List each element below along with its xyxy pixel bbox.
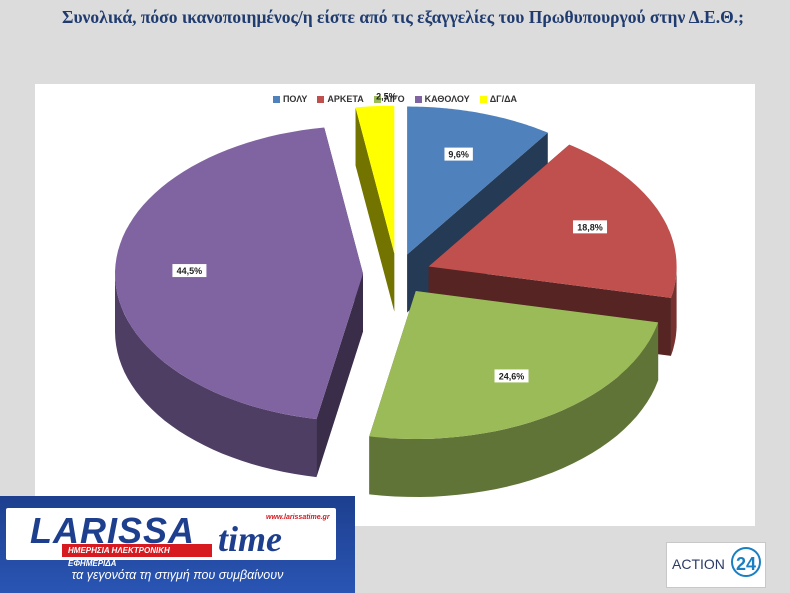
logo-word-time: time xyxy=(218,519,282,559)
legend-item: ΔΓ/ΔΑ xyxy=(479,94,518,104)
data-label-text: 9,6% xyxy=(448,150,469,160)
pie-tops xyxy=(115,105,677,439)
data-label-text: 18,8% xyxy=(577,222,603,232)
slice-top-ΚΑΘΟΛΟΥ xyxy=(115,127,364,420)
data-label-text: 24,6% xyxy=(499,371,525,381)
legend-item: ΠΟΛΥ xyxy=(272,94,308,104)
slice-side xyxy=(671,266,677,356)
slice-side xyxy=(369,322,659,497)
slice-wall xyxy=(355,107,395,312)
legend-swatch xyxy=(414,95,422,103)
legend-label: ΚΑΘΟΛΟΥ xyxy=(424,94,470,104)
legend-label: ΠΟΛΥ xyxy=(282,94,308,104)
slice-wall xyxy=(316,273,364,478)
larissa-time-logo: LARISSA time www.larissatime.gr ΗΜΕΡΗΣΙΑ… xyxy=(0,496,355,593)
legend-label: ΛΙΓΟ xyxy=(383,94,405,104)
data-label: 2,5% xyxy=(376,92,397,102)
data-label-bg xyxy=(494,369,529,383)
legend-swatch xyxy=(272,95,280,103)
logo-slogan: τα γεγονότα τη στιγμή που συμβαίνουν xyxy=(71,568,284,582)
logo-url: www.larissatime.gr xyxy=(266,514,330,521)
legend-swatch xyxy=(317,95,325,103)
chart-title: Συνολικά, πόσο ικανοποιημένος/η είστε απ… xyxy=(62,7,744,27)
legend-swatch xyxy=(479,95,487,103)
legend-item: ΑΡΚΕΤΑ xyxy=(317,94,364,104)
slice-side xyxy=(115,273,317,478)
data-label: 44,5% xyxy=(172,264,207,278)
slice-top-ΛΙΓΟ xyxy=(369,291,659,439)
slice-top-ΔΓ/ΔΑ xyxy=(355,105,395,254)
pie-slice-4 xyxy=(355,107,395,312)
legend-label: ΔΓ/ΔΑ xyxy=(489,94,518,104)
pie-chart: 9,6% 18,8% 24,6% 44,5% 2,5% xyxy=(115,92,677,497)
data-label-bg xyxy=(444,147,473,161)
action24-logo: ACTION 24 xyxy=(666,542,766,588)
data-label: 18,8% xyxy=(573,220,608,234)
slice-top-ΑΡΚΕΤΑ xyxy=(428,144,677,298)
action24-text: ACTION xyxy=(672,556,725,572)
action24-number: 24 xyxy=(731,547,761,577)
chart-legend: ΠΟΛΥ ΑΡΚΕΤΑ ΛΙΓΟ ΚΑΘΟΛΟΥ ΔΓ/ΔΑ xyxy=(35,94,755,104)
logo-tagline: ΗΜΕΡΗΣΙΑ ΗΛΕΚΤΡΟΝΙΚΗ ΕΦΗΜΕΡΙΔΑ xyxy=(62,544,212,568)
data-label: 9,6% xyxy=(444,147,473,161)
legend-item: ΚΑΘΟΛΟΥ xyxy=(414,94,470,104)
data-label: 24,6% xyxy=(494,369,529,383)
data-label-bg xyxy=(172,264,207,278)
slice-top-ΠΟΛΥ xyxy=(407,106,548,255)
legend-swatch xyxy=(373,95,381,103)
data-label-text: 2,5% xyxy=(376,92,397,102)
data-label-text: 44,5% xyxy=(177,266,203,276)
data-label-bg xyxy=(573,220,608,234)
chart-panel: ΠΟΛΥ ΑΡΚΕΤΑ ΛΙΓΟ ΚΑΘΟΛΟΥ ΔΓ/ΔΑ 9,6% 18,8% 24,6… xyxy=(35,84,755,526)
legend-label: ΑΡΚΕΤΑ xyxy=(327,94,364,104)
legend-item: ΛΙΓΟ xyxy=(373,94,405,104)
